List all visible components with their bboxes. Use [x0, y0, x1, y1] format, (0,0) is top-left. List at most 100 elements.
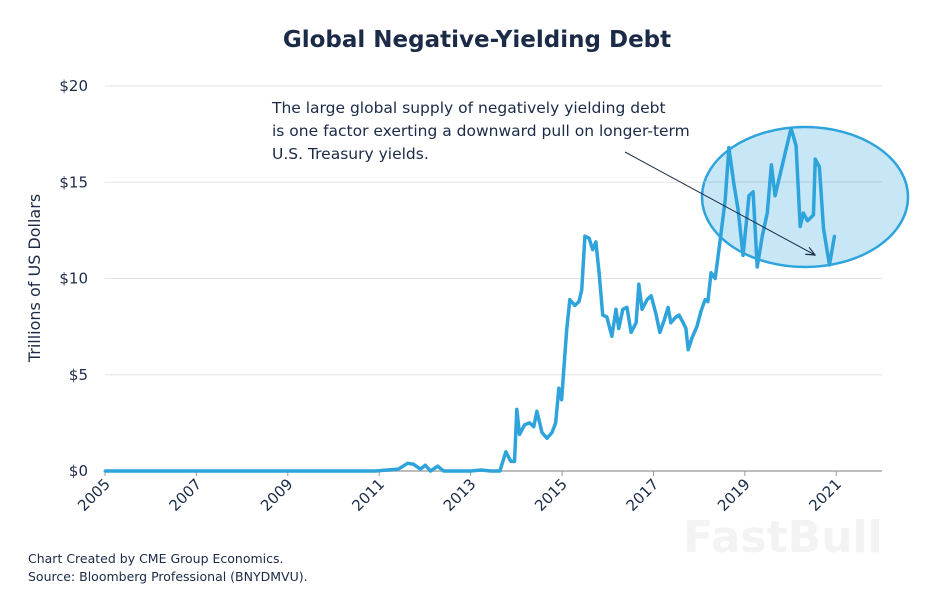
watermark: FastBull: [683, 512, 882, 563]
data-point: [577, 300, 581, 304]
annotation-line-2: is one factor exerting a downward pull o…: [272, 122, 690, 140]
data-point: [554, 421, 558, 425]
data-point: [662, 319, 666, 323]
data-point: [509, 459, 513, 463]
x-tick-label: 2017: [623, 475, 663, 515]
data-point: [568, 298, 572, 302]
data-point: [587, 236, 591, 240]
x-tick-label: 2021: [805, 475, 845, 515]
data-point: [412, 462, 416, 466]
data-point: [684, 327, 688, 331]
data-point: [760, 234, 764, 238]
data-point: [773, 194, 777, 198]
data-point: [736, 207, 740, 211]
x-tick-label: 2013: [440, 475, 480, 515]
data-point: [591, 248, 595, 252]
data-point: [727, 146, 731, 150]
data-point: [765, 211, 769, 215]
y-tick-label: $10: [59, 270, 88, 288]
x-tick-label: 2015: [531, 475, 571, 515]
data-point: [583, 234, 587, 238]
annotation-line-1: The large global supply of negatively yi…: [271, 99, 666, 117]
data-point: [811, 213, 815, 217]
data-point: [769, 163, 773, 167]
data-point: [550, 431, 554, 434]
data-point: [597, 271, 601, 275]
data-point: [723, 198, 727, 202]
data-point: [518, 432, 522, 436]
data-point: [498, 469, 502, 473]
data-point: [798, 225, 802, 229]
data-point: [827, 263, 831, 267]
data-point: [601, 313, 605, 317]
data-point: [103, 469, 107, 473]
data-point: [703, 298, 707, 302]
data-point: [442, 469, 446, 473]
data-point: [396, 467, 400, 471]
data-point: [805, 219, 809, 223]
data-point: [677, 313, 681, 317]
data-point: [594, 240, 598, 244]
y-tick-label: $0: [69, 462, 88, 480]
data-point: [789, 126, 793, 130]
data-point: [573, 303, 577, 307]
data-point: [614, 307, 618, 311]
data-point: [695, 325, 699, 329]
footer-source: Source: Bloomberg Professional (BNYDMVU)…: [28, 569, 308, 584]
x-tick-label: 2005: [74, 475, 114, 515]
data-point: [406, 461, 410, 465]
data-point: [605, 315, 609, 319]
data-point: [535, 409, 539, 413]
data-point: [686, 348, 690, 352]
highlight-ellipse: [700, 125, 910, 269]
data-point: [699, 309, 703, 313]
data-point: [540, 431, 544, 434]
data-point: [560, 398, 564, 402]
data-point: [654, 311, 658, 315]
data-point: [625, 305, 629, 309]
data-point: [666, 305, 670, 309]
data-point: [374, 469, 378, 473]
data-point: [794, 144, 798, 148]
data-point: [713, 277, 717, 280]
x-tick-label: 2011: [348, 475, 388, 515]
y-axis-label: Trillions of US Dollars: [25, 194, 44, 363]
data-point: [649, 294, 653, 298]
data-point: [634, 321, 638, 325]
data-point: [645, 298, 649, 302]
data-point: [504, 450, 508, 454]
x-tick-label: 2007: [166, 475, 206, 515]
data-point: [515, 407, 519, 411]
data-point: [718, 238, 722, 242]
y-tick-label: $20: [59, 77, 88, 95]
data-point: [690, 336, 694, 340]
data-point: [621, 307, 625, 311]
data-point: [436, 464, 440, 468]
data-point: [545, 436, 549, 440]
data-point: [821, 226, 825, 230]
data-point: [681, 321, 685, 325]
data-point: [580, 288, 584, 292]
data-point: [732, 182, 736, 186]
chart-title: Global Negative-Yielding Debt: [283, 27, 671, 53]
data-point: [637, 282, 641, 286]
data-point: [832, 234, 836, 238]
y-tick-label: $15: [59, 173, 88, 191]
data-point: [741, 253, 745, 257]
footer-credit: Chart Created by CME Group Economics.: [28, 551, 283, 566]
data-point: [489, 469, 493, 473]
x-tick-label: 2019: [714, 475, 754, 515]
data-point: [532, 425, 536, 429]
data-point: [528, 421, 532, 425]
data-point: [813, 157, 817, 161]
data-point: [523, 423, 527, 427]
data-point: [428, 469, 432, 473]
data-point: [565, 328, 569, 332]
data-point: [669, 321, 673, 325]
annotation-arrow: [624, 151, 815, 255]
data-point: [617, 327, 621, 331]
data-point: [423, 463, 427, 467]
data-point: [513, 459, 517, 463]
